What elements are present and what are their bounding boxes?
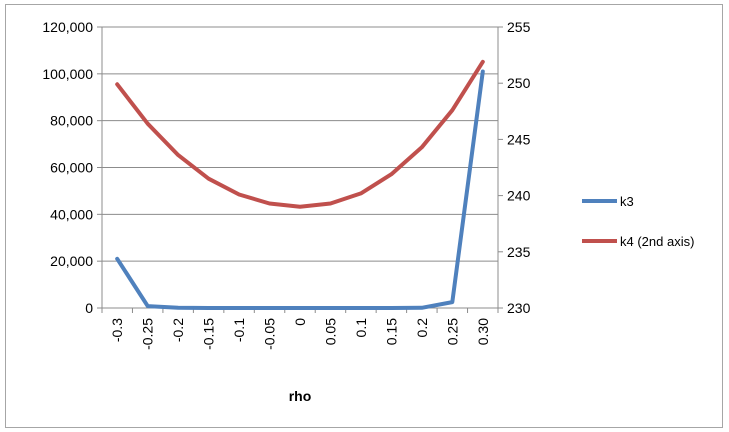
x-tick-label: -0.05 bbox=[262, 318, 278, 350]
right-tick-label: 245 bbox=[507, 131, 531, 147]
left-tick-label: 40,000 bbox=[50, 206, 93, 222]
left-tick-label: 60,000 bbox=[50, 160, 93, 176]
gridlines bbox=[102, 26, 498, 309]
x-tick-label: 0 bbox=[292, 318, 308, 326]
right-tick-label: 255 bbox=[507, 19, 531, 35]
right-tick-label: 230 bbox=[507, 300, 531, 316]
x-tick-label: 0.2 bbox=[414, 318, 430, 338]
chart-frame: 0 20,000 40,000 60,000 80,000 100,000 120,000 … bbox=[5, 4, 723, 428]
x-tick-label: -0.1 bbox=[231, 318, 247, 342]
left-tick-label: 20,000 bbox=[50, 253, 93, 269]
right-tick-label: 250 bbox=[507, 75, 531, 91]
x-axis-title: rho bbox=[289, 388, 312, 404]
x-tick-label: -0.25 bbox=[140, 318, 156, 350]
x-axis: -0.3 -0.25 -0.2 -0.15 -0.1 -0.05 0 0.05 0.1 0.15 0… bbox=[101, 308, 499, 350]
series-line-k4 bbox=[115, 59, 485, 209]
legend-label: k4 (2nd axis) bbox=[620, 234, 694, 249]
x-tick-label: -0.15 bbox=[201, 318, 217, 350]
x-tick-label: 0.30 bbox=[475, 318, 491, 345]
x-tick-label: -0.3 bbox=[109, 318, 125, 342]
right-tick-label: 240 bbox=[507, 188, 531, 204]
x-tick-label: 0.15 bbox=[383, 318, 399, 345]
legend-label: k3 bbox=[620, 194, 634, 209]
left-tick-label: 0 bbox=[85, 300, 93, 316]
legend: k3 k4 (2nd axis) bbox=[582, 194, 694, 249]
right-tick-label: 235 bbox=[507, 244, 531, 260]
left-y-axis: 0 20,000 40,000 60,000 80,000 100,000 120,000 bbox=[42, 19, 103, 316]
x-tick-label: 0.1 bbox=[353, 318, 369, 338]
chart-svg: 020,00040,00060,00080,000100,000120,000 … bbox=[42, 19, 694, 404]
left-tick-label: 80,000 bbox=[50, 113, 93, 129]
right-y-axis: 230 235 240 245 250 255 bbox=[497, 19, 531, 316]
x-tick-label: 0.05 bbox=[322, 318, 338, 345]
series-line-k3 bbox=[115, 69, 485, 310]
x-tick-label: -0.2 bbox=[170, 318, 186, 342]
series-lines bbox=[115, 59, 485, 310]
left-tick-label: 120,000 bbox=[42, 19, 93, 35]
x-tick-label: 0.25 bbox=[444, 318, 460, 345]
left-tick-label: 100,000 bbox=[42, 66, 93, 82]
